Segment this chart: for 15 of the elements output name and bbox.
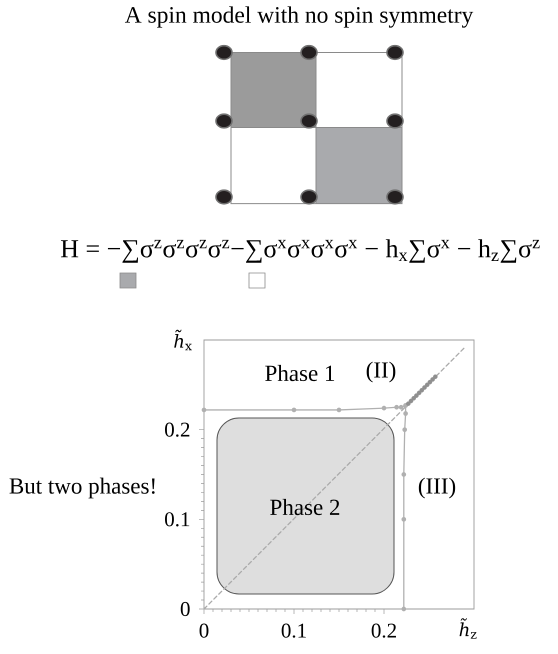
text: H = −∑σ$^{z}$σ$^{z}$σ$^{z}$σ$^{z}$−∑σ$^{x}$σ$^{x}$σ$^{x}$σ$^{x}$ − h$_{x}$∑σ$^{x}$ − h$_{z}$∑σ$^{z}$ [60, 239, 540, 263]
y-axis-title: h̃$_{x}$ [174, 330, 192, 350]
x-axis-title: h̃$_{z}$ [460, 618, 476, 639]
y-tick-label: 0.1 [165, 512, 190, 526]
x-tick-label: 0 [200, 624, 208, 638]
y-tick-label: 0.2 [165, 422, 190, 437]
y-tick-label: 0 [180, 602, 190, 616]
text: But two phases! [10, 478, 155, 498]
annotation: (III) [418, 478, 456, 498]
x-tick-label: 0.2 [372, 624, 396, 638]
annotation: Phase 2 [270, 498, 340, 516]
annotation: (II) [366, 362, 396, 382]
x-tick-label: 0.1 [282, 624, 306, 638]
annotation: Phase 1 [265, 364, 334, 382]
chart-title: A spin model with no spin symmetry [124, 6, 474, 28]
